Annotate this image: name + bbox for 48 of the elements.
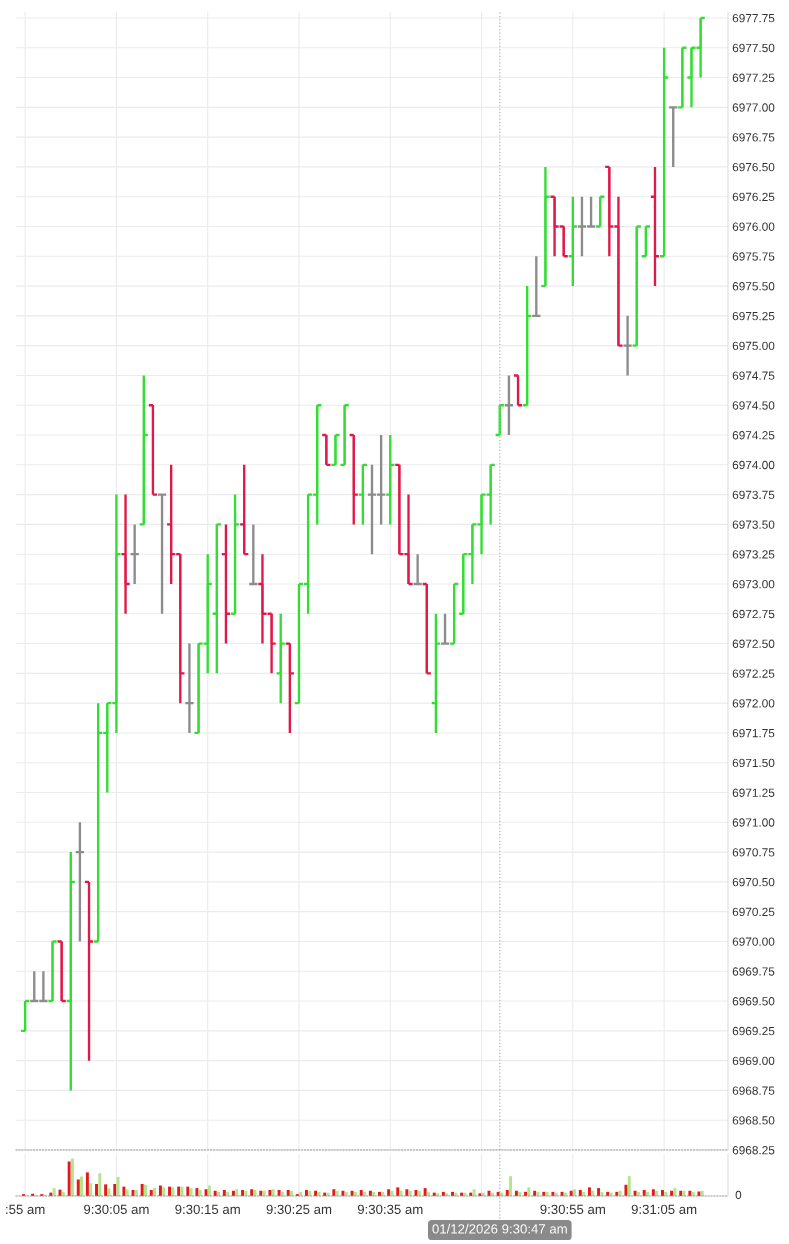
y-tick-label: 6969.50	[732, 997, 775, 1006]
y-tick-label: 6975.00	[732, 341, 775, 351]
y-tick-label: 6974.25	[732, 431, 775, 440]
y-tick-label: 6974.00	[732, 460, 775, 470]
y-tick-label: 6972.25	[732, 669, 775, 678]
y-tick-label: 6974.50	[732, 401, 775, 410]
y-tick-label: 6971.00	[732, 818, 775, 827]
x-tick-label: 9:30:05 am	[84, 1204, 149, 1215]
y-tick-label: 6972.75	[732, 609, 775, 619]
y-tick-label: 6976.00	[732, 222, 775, 231]
x-tick-label: 9:30:15 am	[175, 1204, 240, 1215]
y-tick-label: 6972.00	[732, 699, 775, 708]
y-tick-label: 6970.25	[732, 907, 775, 917]
y-tick-label: 6968.50	[732, 1116, 775, 1125]
y-tick-label: 6971.50	[732, 758, 775, 768]
y-tick-label: 6977.00	[732, 103, 775, 112]
x-tick-label: 9:30:25 am	[266, 1204, 332, 1215]
x-tick-label: 9:30:55 am	[540, 1204, 605, 1215]
y-tick-label: 6972.50	[732, 639, 775, 648]
y-tick-label: 6973.25	[732, 550, 775, 559]
y-tick-label: 6970.75	[732, 848, 775, 857]
y-tick-label: 6973.50	[732, 520, 775, 529]
y-tick-label: 6970.50	[732, 877, 775, 887]
y-tick-label: 6976.50	[732, 162, 775, 172]
y-tick-label: 6974.75	[732, 371, 775, 380]
y-tick-label: 6973.00	[732, 580, 775, 589]
y-tick-label: 6977.25	[732, 73, 775, 82]
x-tick-label: 9:31:05 am	[631, 1204, 697, 1215]
y-tick-label: 6975.50	[732, 282, 775, 291]
y-tick-label: 6973.75	[732, 490, 775, 499]
y-tick-label: 6975.75	[732, 252, 775, 261]
y-tick-label: 6971.75	[732, 728, 775, 738]
y-tick-label: 6970.00	[732, 937, 775, 946]
y-tick-label: 6977.50	[732, 43, 775, 53]
y-tick-label: 6969.25	[732, 1026, 775, 1036]
x-tick-label: 9:30:35 am	[357, 1204, 423, 1215]
text: 0	[735, 1190, 742, 1200]
y-tick-label: 6969.75	[732, 967, 775, 976]
y-tick-label: 6977.75	[732, 13, 775, 23]
y-tick-label: 6968.25	[732, 1146, 775, 1155]
y-tick-label: 6976.75	[732, 133, 775, 142]
y-tick-label: 6976.25	[732, 192, 775, 202]
y-tick-label: 6975.25	[732, 311, 775, 321]
y-tick-label: 6969.00	[732, 1056, 775, 1066]
x-tick-label: :55 am	[6, 1204, 45, 1215]
y-tick-label: 6968.75	[732, 1086, 775, 1095]
y-tick-label: 6971.25	[732, 788, 775, 797]
ref-line-label: 01/12/2026 9:30:47 am	[432, 1223, 567, 1234]
